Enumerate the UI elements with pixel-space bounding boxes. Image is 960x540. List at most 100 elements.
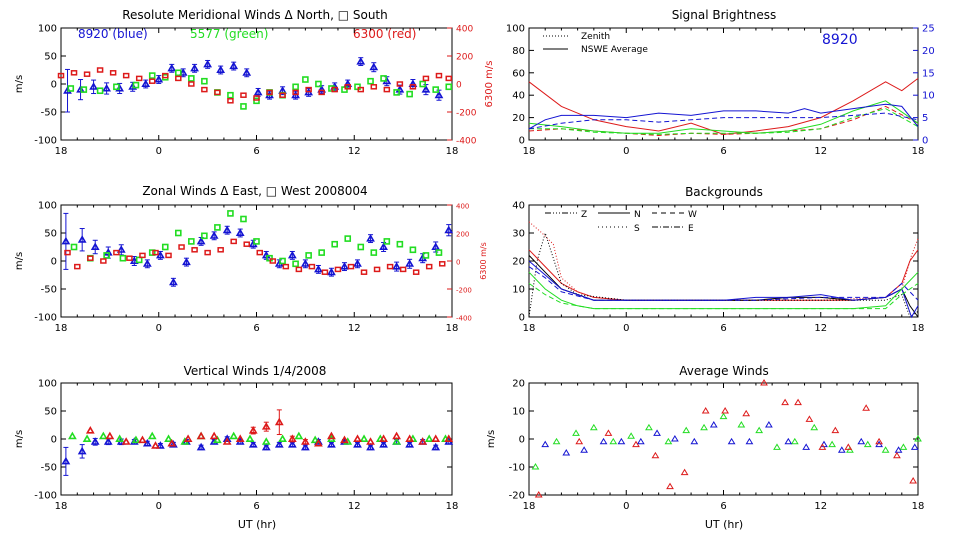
data-point-red (152, 249, 159, 256)
x-tick-label: 0 (623, 146, 629, 157)
data-point-blue (894, 446, 903, 453)
data-point-green (552, 437, 561, 445)
data-point-red (248, 425, 258, 434)
data-point-red (305, 86, 312, 93)
x-tick-label: 18 (912, 323, 925, 334)
data-point-blue (379, 439, 388, 448)
data-point-green (82, 434, 92, 443)
x-tick-label: 12 (814, 501, 827, 512)
data-point-green (419, 80, 426, 88)
panel-brightness: Signal Brightness Zenith NSWE Average 89… (506, 8, 935, 157)
data-point-blue (431, 442, 441, 451)
data-point-red (444, 434, 454, 443)
data-point-green (278, 434, 287, 443)
data-point-red (632, 440, 640, 448)
data-point-red (70, 70, 78, 76)
data-point-red (138, 435, 147, 444)
data-point-blue (408, 79, 418, 87)
data-point-red (412, 269, 420, 275)
data-point-red (139, 252, 146, 259)
data-point-red (805, 415, 814, 422)
data-point-blue (229, 61, 239, 70)
data-point-green (531, 463, 540, 470)
x-tick-label: 18 (446, 146, 459, 157)
panel-zonal: Zonal Winds Δ East, □ West 2008004 m/s 6… (14, 184, 488, 334)
x-tick-label: 18 (912, 501, 925, 512)
data-point-red (121, 437, 131, 445)
y-tick-label: -100 (34, 313, 57, 324)
data-point-green (719, 412, 728, 420)
data-point-green (383, 238, 391, 245)
data-point-red (243, 241, 250, 247)
data-point-red (162, 72, 169, 79)
data-point-green (318, 249, 325, 256)
x-tick-label: 6 (253, 146, 259, 157)
data-point-blue (857, 437, 866, 445)
y-tick-label-right: 200 (456, 53, 473, 63)
legend-item-n: N (634, 210, 641, 220)
data-point-green (572, 429, 580, 436)
y-tick-label: 20 (512, 257, 525, 268)
x-tick-label: 12 (348, 501, 361, 512)
data-point-red (875, 437, 883, 445)
data-point-blue (261, 442, 271, 451)
y-axis-label: m/s (14, 252, 25, 270)
y-tick-label-right: 5 (922, 113, 928, 124)
y-tick-label: 40 (512, 201, 525, 212)
data-point-red (435, 72, 443, 79)
data-point-blue (129, 256, 139, 265)
data-point-green (279, 257, 286, 265)
data-point-red (334, 266, 342, 273)
y-tick-label: 10 (512, 407, 525, 418)
y-tick-label: 60 (512, 68, 525, 79)
x-tick-label: 12 (348, 323, 361, 334)
panel-title: Vertical Winds 1/4/2008 (184, 364, 327, 378)
data-point-blue (102, 83, 112, 92)
data-point-blue (235, 228, 245, 236)
data-point-red (794, 398, 802, 406)
data-point-blue (353, 259, 362, 267)
y-tick-label-right: -200 (456, 109, 477, 119)
data-point-blue (89, 82, 98, 90)
data-point-green (132, 81, 140, 89)
data-point-red (175, 75, 182, 82)
data-point-green (700, 423, 708, 431)
data-point-red (331, 86, 338, 93)
data-point-red (701, 407, 710, 414)
data-point-green (213, 435, 222, 444)
y-tick-label: -10 (509, 463, 525, 474)
legend-item-s: S (634, 224, 640, 234)
data-point-green (229, 431, 239, 440)
data-point-blue (196, 442, 206, 451)
data-point-blue (203, 59, 213, 68)
legend-item-5577: 5577 (green) (190, 27, 268, 41)
data-point-blue (178, 68, 188, 76)
data-point-green (245, 434, 255, 443)
data-point-blue (190, 63, 199, 72)
data-point-green (227, 91, 234, 99)
data-point-blue (353, 439, 362, 448)
data-point-blue (802, 443, 811, 450)
plot-frame (528, 382, 919, 496)
series-line-green (528, 271, 919, 310)
y-tick-label: 100 (38, 379, 57, 390)
data-point-blue (77, 446, 87, 455)
data-point-green (881, 446, 890, 453)
data-point-red (438, 261, 446, 267)
data-point-red (405, 434, 415, 443)
data-point-green (80, 86, 88, 93)
data-point-red (167, 438, 177, 447)
legend-item-zenith: Zenith (581, 32, 610, 42)
data-point-red (651, 451, 660, 459)
y-tick-label: 50 (44, 52, 57, 63)
data-point-red (282, 263, 290, 270)
data-point-green (359, 434, 369, 443)
data-point-red (308, 263, 316, 270)
data-point-red (370, 84, 378, 90)
data-point-red (340, 435, 349, 444)
data-point-green (422, 252, 430, 259)
data-point-red (396, 81, 404, 87)
data-point-red (64, 249, 71, 256)
data-point-red (227, 98, 234, 104)
